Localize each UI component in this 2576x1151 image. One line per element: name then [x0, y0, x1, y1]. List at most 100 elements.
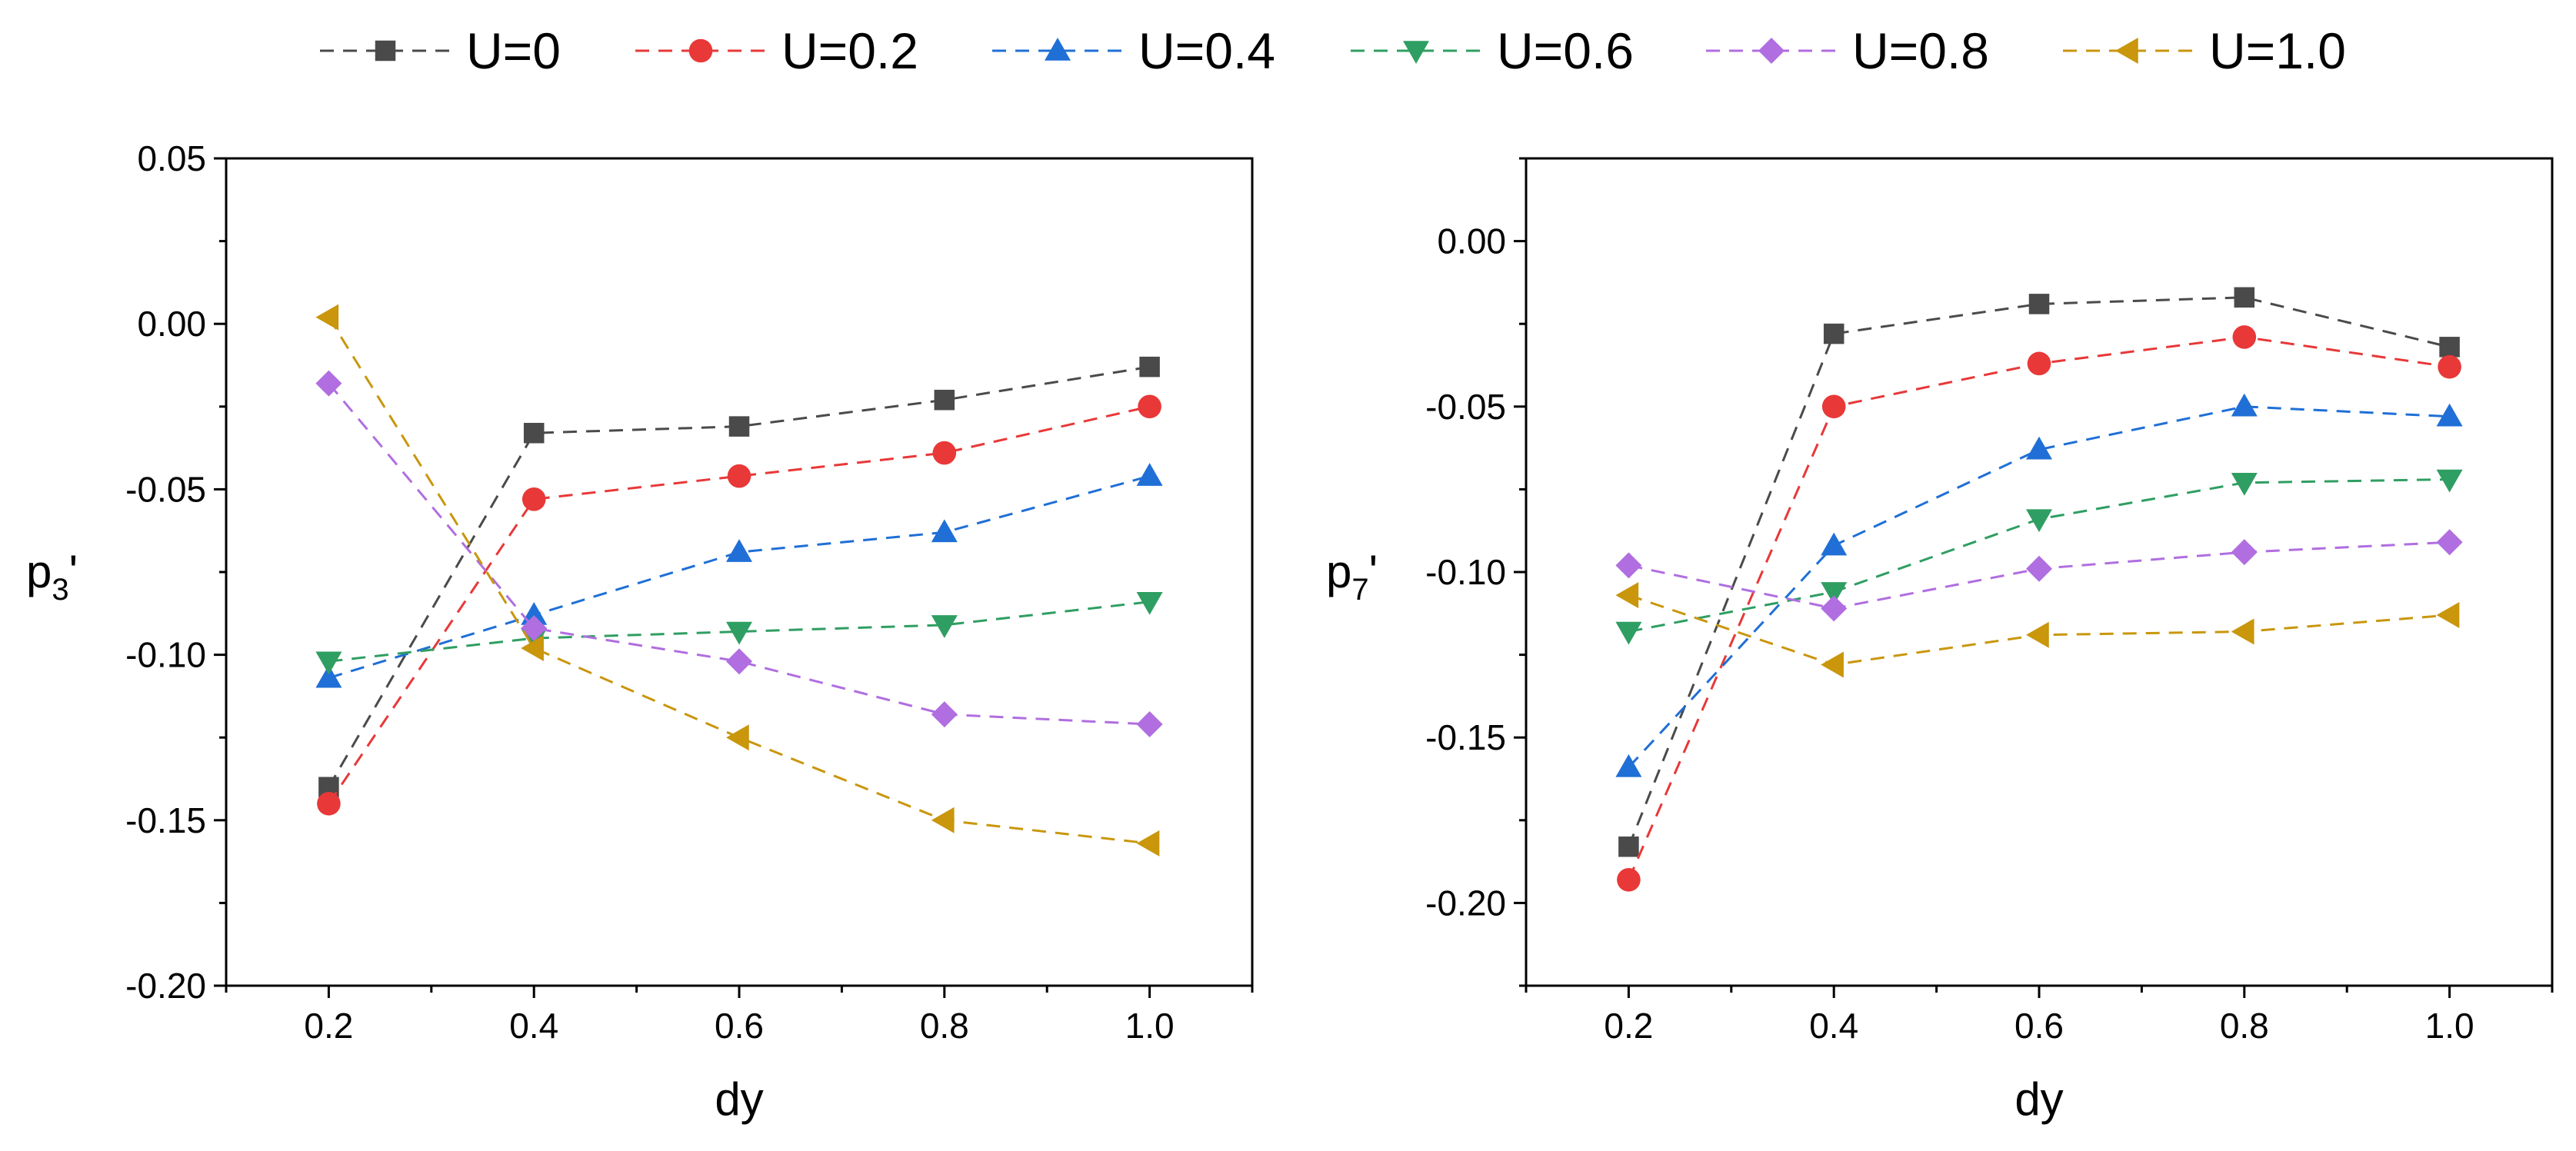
data-point [1615, 753, 1642, 777]
x-axis-label: dy [2014, 1073, 2063, 1125]
data-point [315, 664, 342, 688]
y-tick-label: -0.05 [125, 469, 206, 509]
y-tick-label: 0.00 [1437, 221, 1506, 261]
data-point [1615, 582, 1639, 609]
data-point [1136, 710, 1163, 737]
data-point [1823, 323, 1845, 344]
legend: U=0 U=0.2 U=0.4 U=0.6 U=0.8 U=1.0 [320, 22, 2346, 79]
series-line [1628, 477, 2450, 633]
data-point [2436, 601, 2460, 628]
data-point [1821, 582, 1848, 605]
legend-label: U=0.2 [781, 22, 918, 79]
ticks: 0.2 0.4 0.6 0.8 1.0 0.00 -0.05 -0.10 -0.15 -0.20 [1425, 157, 2554, 1046]
data-point [1138, 394, 1161, 419]
series-u-0-2 [317, 394, 1161, 816]
legend-marker [688, 38, 713, 63]
data-point [1139, 356, 1160, 378]
data-point [932, 441, 957, 465]
data-point [2027, 351, 2051, 376]
data-point [523, 422, 545, 444]
data-point [2436, 403, 2463, 427]
series-u-0 [1618, 287, 2460, 857]
data-point [315, 370, 342, 397]
data-point [1617, 867, 1641, 892]
series-line [1628, 405, 2450, 768]
legend-label: U=0.6 [1497, 22, 1634, 79]
series-u-0-6 [1615, 469, 2463, 645]
legend-item-u-0-8: U=0.8 [1706, 22, 1989, 79]
legend-marker [1758, 38, 1785, 64]
data-point [2232, 325, 2257, 349]
data-point [726, 724, 749, 751]
data-point [2028, 294, 2050, 314]
series-u-0-6 [315, 591, 1163, 675]
legend-marker [1045, 38, 1071, 61]
legend-label: U=1.0 [2209, 22, 2346, 79]
y-tick-label: -0.05 [1425, 387, 1506, 427]
data-point [931, 701, 958, 728]
data-point [931, 615, 958, 638]
data-point [2231, 618, 2254, 645]
data-point [934, 389, 955, 411]
data-point [1821, 651, 1844, 678]
data-point [2231, 539, 2258, 566]
series-u-0 [318, 356, 1160, 798]
chart-p3: 0.2 0.4 0.6 0.8 1.0 0.05 0.00 -0.05 -0.10 -0.15 -0… [26, 138, 1254, 1125]
legend-marker [2115, 38, 2138, 64]
data-point [726, 539, 752, 562]
y-tick-label: -0.15 [1425, 717, 1506, 757]
data-point [1136, 463, 1163, 486]
legend-label: U=0.4 [1138, 22, 1275, 79]
series-u-0-2 [1617, 325, 2461, 892]
data-point [521, 615, 548, 642]
data-point [1615, 552, 1642, 579]
data-point [1136, 591, 1163, 615]
data-point [2234, 287, 2255, 308]
legend-label: U=0.8 [1852, 22, 1989, 79]
y-tick-label: -0.10 [125, 635, 206, 675]
y-tick-label: 0.05 [137, 138, 206, 178]
series-line [328, 474, 1150, 680]
data-point [1821, 394, 1846, 419]
data-point [2436, 469, 2463, 493]
legend-item-u-0-6: U=0.6 [1351, 22, 1634, 79]
legend-item-u-0-2: U=0.2 [635, 22, 918, 79]
y-tick-label: -0.20 [1425, 883, 1506, 923]
chart-p7: 0.2 0.4 0.6 0.8 1.0 0.00 -0.05 -0.10 -0.15 -0.20 d… [1326, 157, 2554, 1125]
x-tick-label: 0.8 [2220, 1006, 2269, 1046]
data-point [2026, 509, 2052, 533]
data-point [2438, 354, 2461, 379]
data-point [1615, 621, 1642, 645]
data-point [2026, 436, 2052, 460]
data-point [315, 651, 342, 675]
series-u-1-0 [315, 304, 1160, 857]
x-tick-label: 0.8 [920, 1006, 969, 1046]
data-point [726, 621, 752, 645]
data-point [2439, 337, 2460, 358]
x-tick-label: 0.6 [715, 1006, 764, 1046]
x-tick-label: 0.4 [509, 1006, 558, 1046]
series-line [328, 316, 1150, 845]
data-point [1821, 532, 1848, 556]
data-point [726, 648, 752, 675]
ticks: 0.2 0.4 0.6 0.8 1.0 0.05 0.00 -0.05 -0.10 -0.15 -0… [125, 138, 1254, 1046]
data-point [931, 519, 958, 543]
series-line [328, 382, 1150, 726]
legend-item-u-0-4: U=0.4 [992, 22, 1275, 79]
series-u-1-0 [1615, 582, 2460, 678]
x-tick-label: 0.6 [2014, 1006, 2064, 1046]
y-axis-label: p7' [1326, 546, 1378, 607]
data-point [2231, 473, 2258, 496]
data-point [931, 807, 955, 833]
y-tick-label: -0.15 [125, 800, 206, 840]
data-point [2026, 555, 2052, 582]
legend-marker [375, 40, 396, 62]
x-axis-label: dy [715, 1073, 763, 1125]
data-point [727, 464, 751, 488]
x-tick-label: 1.0 [2425, 1006, 2474, 1046]
data-point [2026, 621, 2049, 648]
legend-item-u-1-0: U=1.0 [2063, 22, 2346, 79]
y-tick-label: -0.20 [125, 966, 206, 1006]
x-tick-label: 1.0 [1125, 1006, 1175, 1046]
